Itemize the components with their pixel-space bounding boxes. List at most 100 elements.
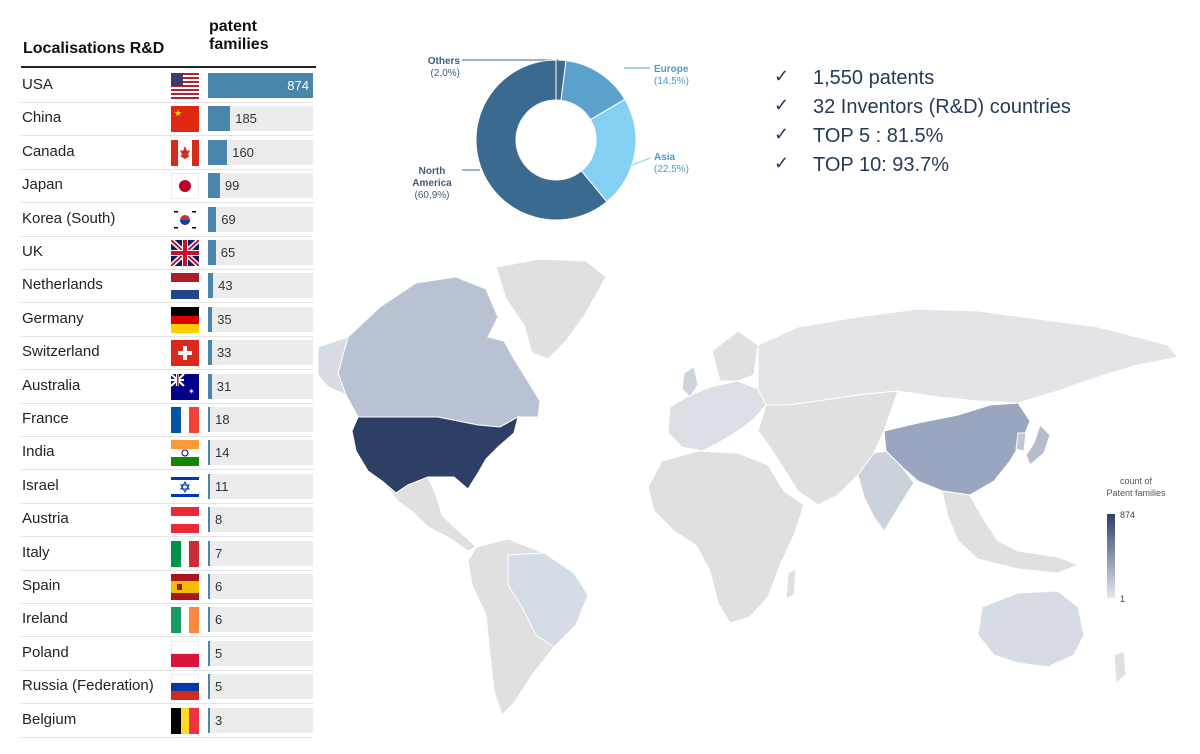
donut-leader-line: [631, 157, 651, 166]
bar-poland: [208, 640, 210, 666]
map-usa: [351, 416, 519, 494]
bar-track: 6: [208, 574, 313, 599]
donut-slice-north-america: [475, 59, 608, 220]
map-russia: [757, 308, 1179, 406]
bar-value-label: 31: [216, 378, 232, 394]
bar-track: 18: [208, 407, 313, 432]
bar-china: [208, 106, 231, 132]
world-map: [318, 258, 1179, 716]
pl-flag-icon: [171, 640, 199, 667]
map-europe: [667, 380, 767, 452]
nl-flag-icon: [171, 273, 199, 300]
country-name: Poland: [22, 643, 69, 661]
bar-value-label: 11: [215, 478, 229, 494]
country-name: China: [22, 109, 62, 127]
map-mexico: [381, 476, 477, 552]
bullet-text: TOP 10: 93.7%: [813, 154, 950, 176]
map-japan: [1025, 424, 1051, 466]
ca-flag-icon: [171, 139, 199, 166]
donut-slice-percent: (2,0%): [431, 68, 460, 79]
map-greenland: [495, 258, 607, 360]
map-southeast-asia: [941, 490, 1080, 574]
bar-track: 5: [208, 640, 313, 666]
bullet-text: 1,550 patents: [813, 67, 935, 89]
table-row: Spain 6: [21, 570, 313, 604]
bar-korea-south-: [208, 206, 217, 232]
table-row: Switzerland 33: [21, 336, 313, 371]
header-location: Localisations R&D: [23, 40, 165, 57]
bar-track: 5: [208, 674, 313, 700]
check-icon: ✓: [774, 153, 790, 173]
cn-flag-icon: ★: [171, 106, 199, 133]
donut-slice-label: North: [419, 166, 446, 177]
bar-track: 8: [208, 507, 313, 533]
bar-ireland: [208, 607, 210, 633]
country-name: Korea (South): [22, 209, 116, 227]
table-row: Ireland 6: [21, 603, 313, 638]
table-row: Israel 11: [21, 470, 313, 504]
bar-japan: [208, 173, 220, 199]
table-row: Korea (South) 69: [21, 203, 313, 237]
svg-text:★: ★: [174, 108, 182, 118]
legend-title-line1: count of: [1119, 476, 1153, 486]
table-row: Japan 99: [21, 169, 313, 204]
map-alaska: [318, 336, 349, 396]
map-uk: [681, 366, 699, 398]
donut-slice-percent: (60,9%): [414, 190, 449, 201]
donut-slice-label: Europe: [654, 64, 689, 75]
bar-value-label: 874: [287, 78, 309, 93]
us-flag-icon: [171, 73, 199, 99]
country-name: Israel: [22, 476, 59, 494]
bar-switzerland: [208, 340, 212, 366]
bar-value-label: 99: [224, 178, 240, 194]
be-flag-icon: [171, 707, 199, 734]
country-name: Belgium: [22, 710, 77, 728]
country-name: Austria: [22, 510, 69, 528]
bar-value-label: 14: [215, 445, 230, 461]
map-australia: [977, 590, 1085, 668]
table-row: Russia (Federation) 5: [21, 670, 313, 705]
map-legend-title: count of Patent families: [1098, 475, 1174, 499]
bar-track: 14: [208, 440, 313, 466]
country-name: India: [22, 443, 55, 461]
fr-flag-icon: [171, 407, 199, 433]
country-name: Canada: [22, 142, 75, 160]
bar-austria: [208, 507, 210, 533]
check-icon: ✓: [774, 124, 790, 144]
country-name: Switzerland: [22, 343, 100, 361]
bar-track: 35: [208, 306, 313, 332]
map-africa: [647, 450, 805, 624]
bar-value-label: 18: [215, 412, 230, 427]
bar-value-label: 6: [215, 579, 223, 594]
header-patent-families: patent families: [209, 18, 269, 53]
kr-flag-icon: [171, 206, 199, 233]
bullet-text: 32 Inventors (R&D) countries: [813, 96, 1071, 118]
bar-uk: [208, 240, 216, 265]
country-name: France: [22, 410, 69, 427]
bar-value-label: 69: [221, 211, 236, 227]
country-name: Russia (Federation): [22, 677, 154, 695]
table-header: Localisations R&D patent families: [21, 14, 316, 68]
donut-slice-percent: (14,5%): [654, 76, 689, 87]
bar-canada: [208, 139, 228, 165]
donut-slice-label: Others: [428, 56, 461, 67]
bar-value-label: 8: [215, 512, 223, 528]
bar-value-label: 185: [235, 111, 257, 127]
it-flag-icon: [171, 540, 199, 567]
bar-track: 3: [208, 707, 313, 733]
bar-track: 33: [208, 340, 313, 366]
map-new-zealand: [1113, 650, 1127, 684]
legend-title-line2: Patent families: [1106, 488, 1166, 498]
map-legend-gradient: [1107, 514, 1115, 598]
table-row: Austria 8: [21, 503, 313, 538]
bar-track: 65: [208, 240, 313, 265]
bar-netherlands: [208, 273, 214, 299]
bar-value-label: 5: [215, 679, 223, 695]
bar-track: 99: [208, 173, 313, 199]
country-name: Japan: [22, 176, 63, 194]
donut-slice-label: America: [412, 178, 452, 189]
table-row: Canada 160: [21, 136, 313, 170]
bar-value-label: 5: [215, 645, 223, 661]
at-flag-icon: [171, 507, 199, 534]
bar-value-label: 43: [218, 278, 233, 294]
